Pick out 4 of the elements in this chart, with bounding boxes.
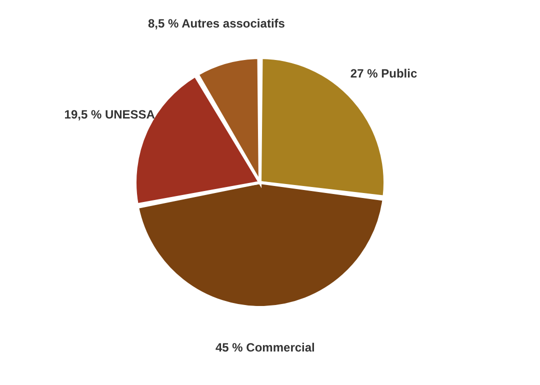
slice-label: 45 % Commercial — [215, 340, 315, 354]
slice-label: 8,5 % Autres associatifs — [148, 16, 286, 30]
slice-label: 27 % Public — [350, 66, 418, 80]
slice-label: 19,5 % UNESSA — [64, 108, 156, 122]
